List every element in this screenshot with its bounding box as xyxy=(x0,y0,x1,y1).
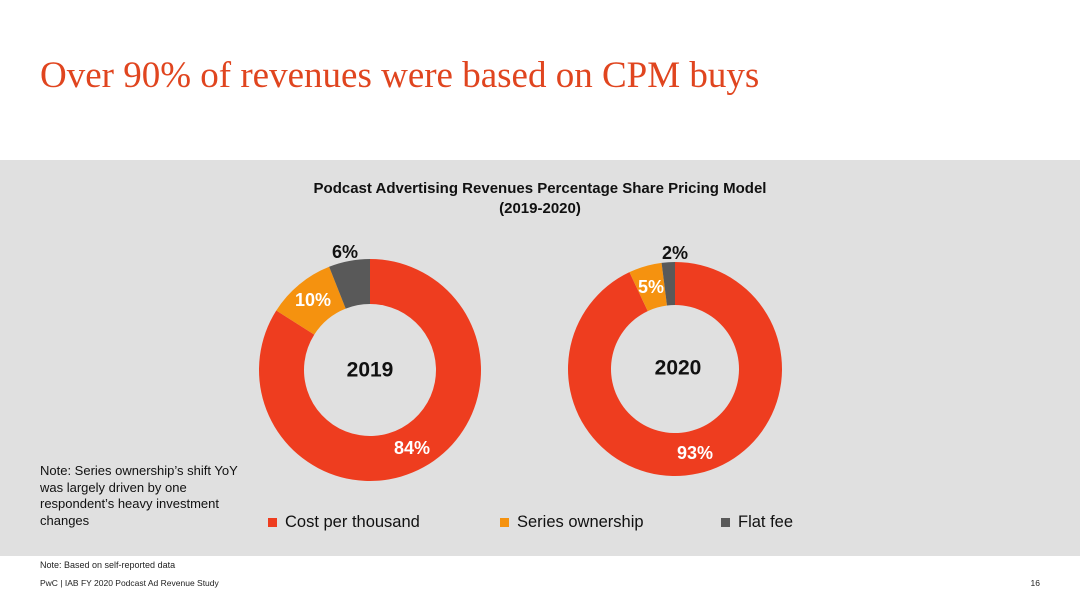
legend-item-flat-fee: Flat fee xyxy=(721,513,793,532)
legend-label-flat-fee: Flat fee xyxy=(738,513,794,531)
donut-2020-label-cpm: 93% xyxy=(677,443,713,463)
chart-title: Podcast Advertising Revenues Percentage … xyxy=(313,180,767,197)
donut-2020-slice-series-ownership xyxy=(629,262,667,312)
legend-label-series-ownership: Series ownership xyxy=(517,513,644,531)
legend-swatch-flat-fee xyxy=(721,518,730,527)
donut-2020-slice-cpm xyxy=(567,262,782,476)
donut-2020-label-series-ownership: 5% xyxy=(638,277,664,297)
legend-swatch-series-ownership xyxy=(500,518,509,527)
donut-2019-slice-cpm xyxy=(259,259,482,482)
donut-2020-label-flat-fee: 2% xyxy=(662,243,688,263)
donut-2020: 93% 5% 2% 2020 xyxy=(567,243,782,476)
chart-panel xyxy=(0,160,1080,556)
donut-2019-label-cpm: 84% xyxy=(394,438,430,458)
chart-subtitle: (2019-2020) xyxy=(499,200,581,217)
page-number: 16 xyxy=(1030,578,1040,588)
legend-label-cpm: Cost per thousand xyxy=(285,513,420,531)
chart-legend: Cost per thousand Series ownership Flat … xyxy=(0,513,1080,537)
donut-2019: 84% 10% 6% 2019 xyxy=(259,242,482,482)
donut-2020-slice-flat-fee xyxy=(661,262,675,306)
legend-item-cpm: Cost per thousand xyxy=(268,513,420,532)
legend-item-series-ownership: Series ownership xyxy=(500,513,644,532)
chart-title-block: Podcast Advertising Revenues Percentage … xyxy=(0,179,1080,219)
donut-2019-label-flat-fee: 6% xyxy=(332,242,358,262)
donut-2019-slice-flat-fee xyxy=(329,259,370,309)
legend-swatch-cpm xyxy=(268,518,277,527)
donut-2019-center-label: 2019 xyxy=(347,359,394,382)
footer-source: PwC | IAB FY 2020 Podcast Ad Revenue Stu… xyxy=(40,578,219,588)
page-title: Over 90% of revenues were based on CPM b… xyxy=(40,55,760,96)
donut-2019-slice-series-ownership xyxy=(276,266,346,335)
series-ownership-note: Note: Series ownership’s shift YoY was l… xyxy=(40,463,238,528)
donut-2019-label-series-ownership: 10% xyxy=(295,290,331,310)
donut-2020-center-label: 2020 xyxy=(655,357,702,380)
footnote: Note: Based on self-reported data xyxy=(40,560,176,570)
